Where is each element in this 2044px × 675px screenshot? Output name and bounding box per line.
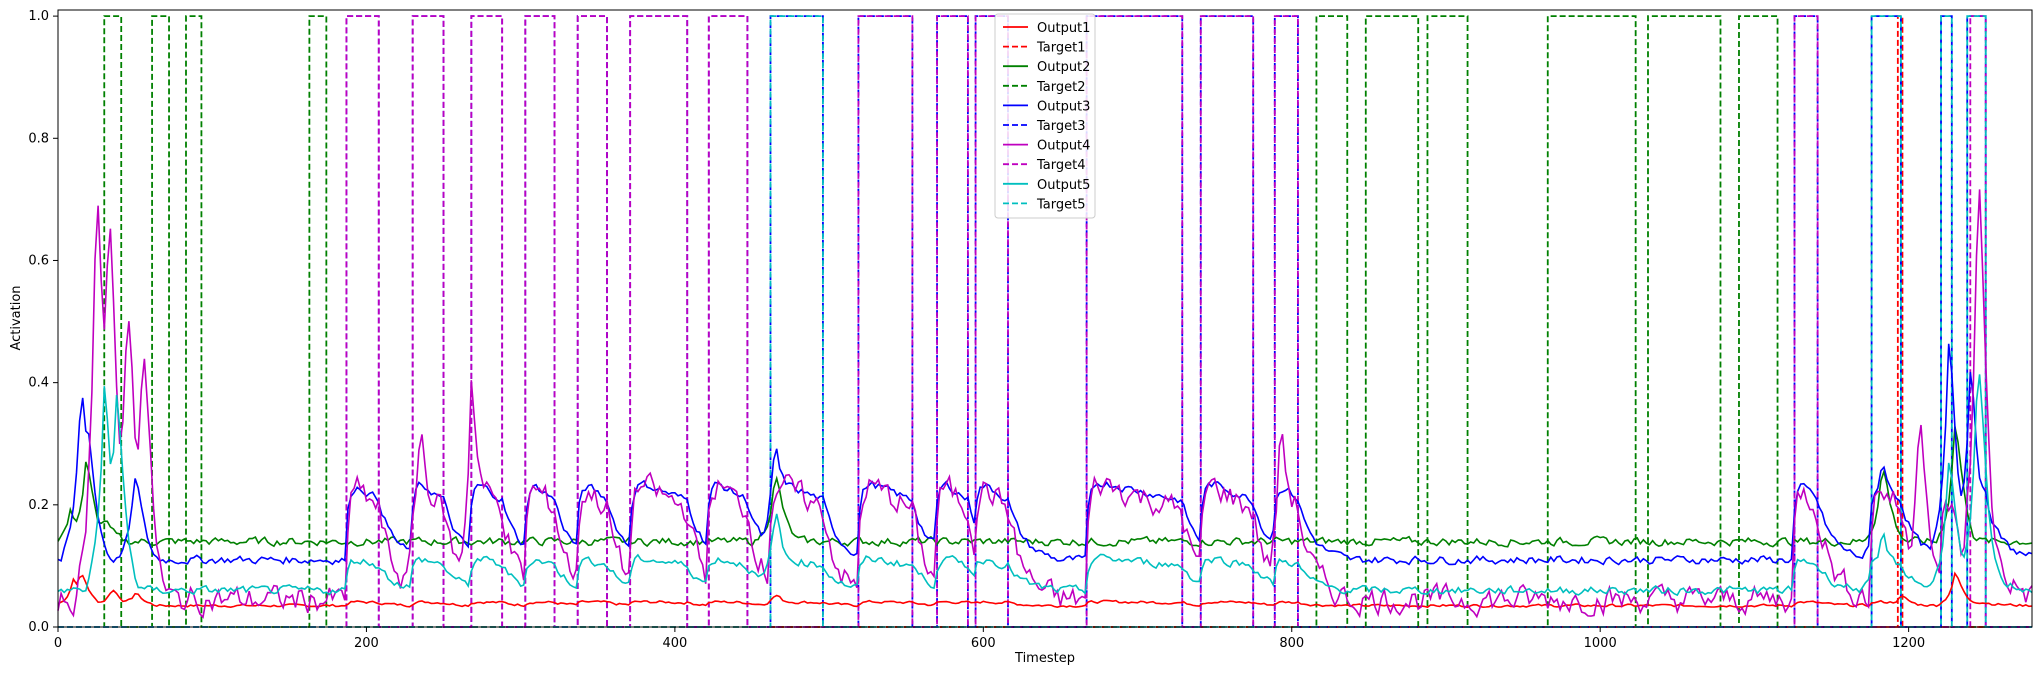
x-tick-label: 200 <box>354 636 379 651</box>
x-axis: 0 200 400 600 800 1000 1200 <box>54 627 1925 651</box>
x-tick-label: 400 <box>662 636 687 651</box>
series-output5 <box>57 374 2033 597</box>
x-axis-label: Timestep <box>1014 651 1075 666</box>
plot-frame <box>57 9 2033 628</box>
legend-label: Output3 <box>1037 99 1090 114</box>
x-tick-label: 600 <box>971 636 996 651</box>
legend-label: Target1 <box>1036 41 1086 56</box>
x-tick-label: 0 <box>54 636 62 651</box>
y-tick-label: 1.0 <box>28 9 49 24</box>
y-tick-label: 0.6 <box>28 253 49 268</box>
legend-box <box>994 13 1096 219</box>
y-axis-label: Activation <box>9 285 24 350</box>
legend-label: Target3 <box>1036 119 1086 134</box>
legend-label: Target2 <box>1036 80 1086 95</box>
y-tick-label: 0.4 <box>28 376 49 391</box>
y-tick-label: 0.0 <box>28 620 49 635</box>
legend-label: Output1 <box>1037 21 1090 36</box>
output-series <box>57 189 2033 619</box>
series-output4 <box>57 189 2033 619</box>
y-axis: 0.0 0.2 0.4 0.6 0.8 1.0 <box>28 9 58 635</box>
series-output1 <box>57 571 2033 609</box>
x-tick-label: 1200 <box>1892 636 1925 651</box>
series-output3 <box>57 343 2033 566</box>
x-tick-label: 800 <box>1279 636 1304 651</box>
y-tick-label: 0.2 <box>28 498 49 513</box>
legend-label: Target5 <box>1036 197 1086 212</box>
series-output2 <box>57 426 2033 548</box>
legend-label: Output2 <box>1037 60 1090 75</box>
x-tick-label: 1000 <box>1584 636 1617 651</box>
legend-label: Target4 <box>1036 158 1086 173</box>
legend: Output1 Target1 Output2 Target2 Output3 Targe… <box>994 13 1096 219</box>
series-target4 <box>58 15 2032 628</box>
legend-label: Output5 <box>1037 178 1090 193</box>
legend-label: Output4 <box>1037 139 1090 154</box>
y-tick-label: 0.8 <box>28 131 49 146</box>
